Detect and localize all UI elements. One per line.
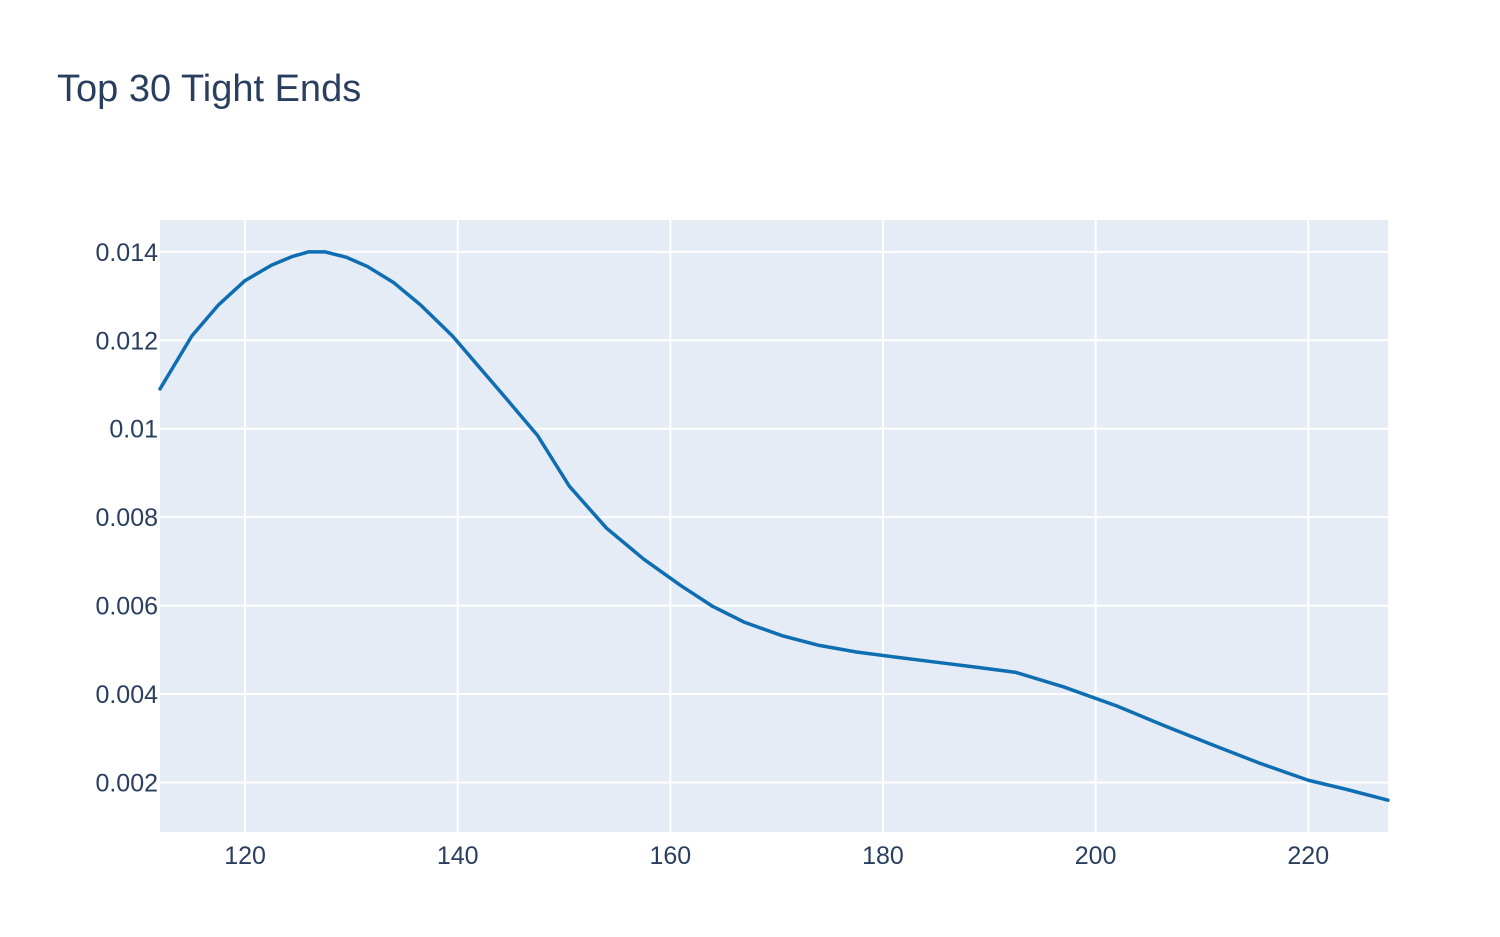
x-tick-label: 120 <box>224 842 266 870</box>
x-tick-label: 160 <box>649 842 691 870</box>
plot-background <box>160 220 1388 832</box>
y-axis-tick-labels: 0.002 0.004 0.006 0.008 0.01 0.012 0.014 <box>95 239 158 798</box>
y-tick-label: 0.006 <box>95 593 158 621</box>
y-gridlines <box>160 250 1388 784</box>
y-tick-label: 0.008 <box>95 504 158 532</box>
density-series-line <box>158 250 1390 802</box>
x-axis-tick-labels: 120 140 160 180 200 220 <box>224 842 1329 870</box>
x-tick-label: 180 <box>862 842 904 870</box>
x-gridlines <box>244 220 1310 832</box>
y-tick-label: 0.002 <box>95 769 158 797</box>
series-layer <box>158 250 1390 802</box>
y-tick-label: 0.012 <box>95 327 158 355</box>
x-tick-label: 200 <box>1075 842 1117 870</box>
y-tick-label: 0.014 <box>95 239 158 267</box>
y-tick-label: 0.01 <box>109 416 158 444</box>
chart-title: Top 30 Tight Ends <box>57 68 362 110</box>
x-tick-label: 140 <box>437 842 479 870</box>
x-tick-label: 220 <box>1287 842 1329 870</box>
y-tick-label: 0.004 <box>95 681 158 709</box>
